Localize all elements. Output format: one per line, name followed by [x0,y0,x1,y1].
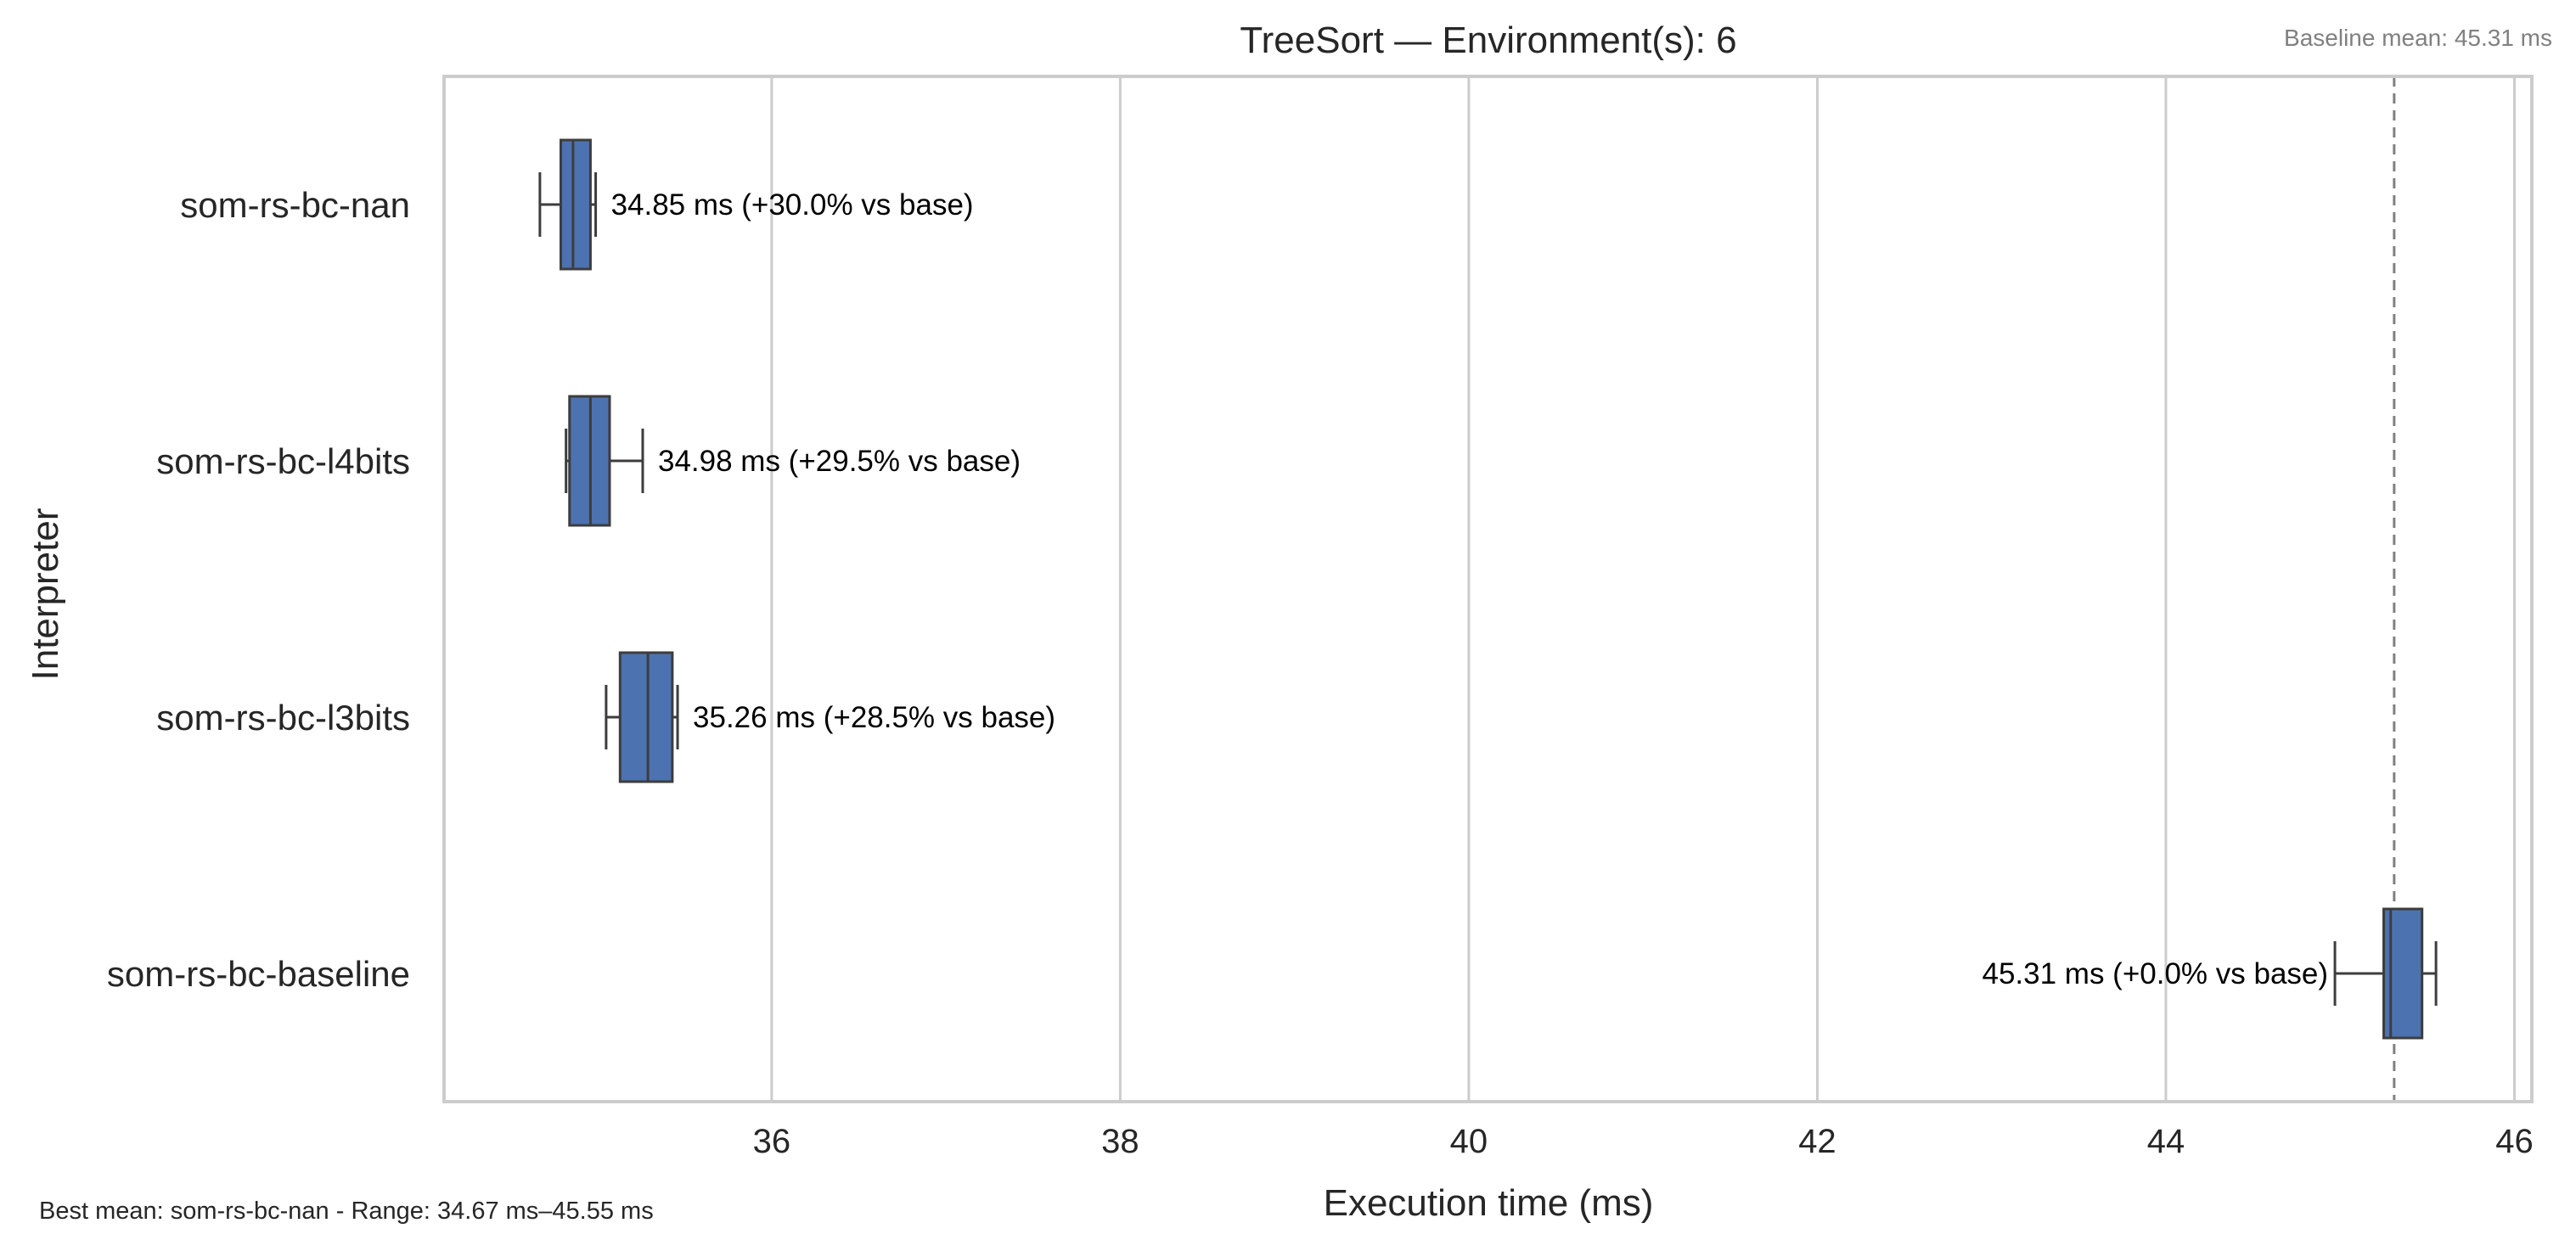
grid [770,76,2516,1102]
x-tick-labels: 36 38 40 42 44 46 [753,1123,2534,1160]
x-tick-label: 36 [753,1123,791,1160]
data-label: 45.31 ms (+0.0% vs base) [1982,957,2328,990]
y-tick-label: som-rs-bc-l4bits [156,441,410,481]
box-som-rs-bc-l3bits [605,651,679,783]
plot-frame [442,75,2534,1103]
y-tick-labels: som-rs-bc-nan som-rs-bc-l4bits som-rs-bc-l… [107,185,410,994]
x-tick-label: 42 [1798,1123,1836,1160]
box-iqr [618,651,674,783]
data-label: 35.26 ms (+28.5% vs base) [693,701,1055,734]
y-axis-label: Interpreter [25,508,66,681]
x-tick-label: 38 [1101,1123,1139,1160]
data-label: 34.85 ms (+30.0% vs base) [611,188,974,222]
box-som-rs-bc-nan [538,138,598,271]
baseline-note: Baseline mean: 45.31 ms [2284,25,2552,51]
x-tick-label: 46 [2495,1123,2534,1160]
x-axis-label: Execution time (ms) [1324,1182,1654,1224]
data-label: 34.98 ms (+29.5% vs base) [658,445,1021,478]
box-som-rs-bc-l4bits [565,395,644,527]
x-tick-label: 44 [2147,1123,2185,1160]
y-tick-label: som-rs-bc-l3bits [156,698,410,738]
y-tick-label: som-rs-bc-baseline [107,954,410,994]
box-iqr [560,138,592,271]
chart-title: TreeSort — Environment(s): 6 [1240,20,1736,61]
box-som-rs-bc-baseline [2333,907,2438,1040]
box-series [538,138,2438,1040]
footnote: Best mean: som-rs-bc-nan - Range: 34.67 … [39,1198,654,1225]
y-tick-label: som-rs-bc-nan [180,185,410,225]
x-tick-label: 40 [1450,1123,1488,1160]
data-labels: 34.85 ms (+30.0% vs base) 34.98 ms (+29.5… [611,188,2328,990]
